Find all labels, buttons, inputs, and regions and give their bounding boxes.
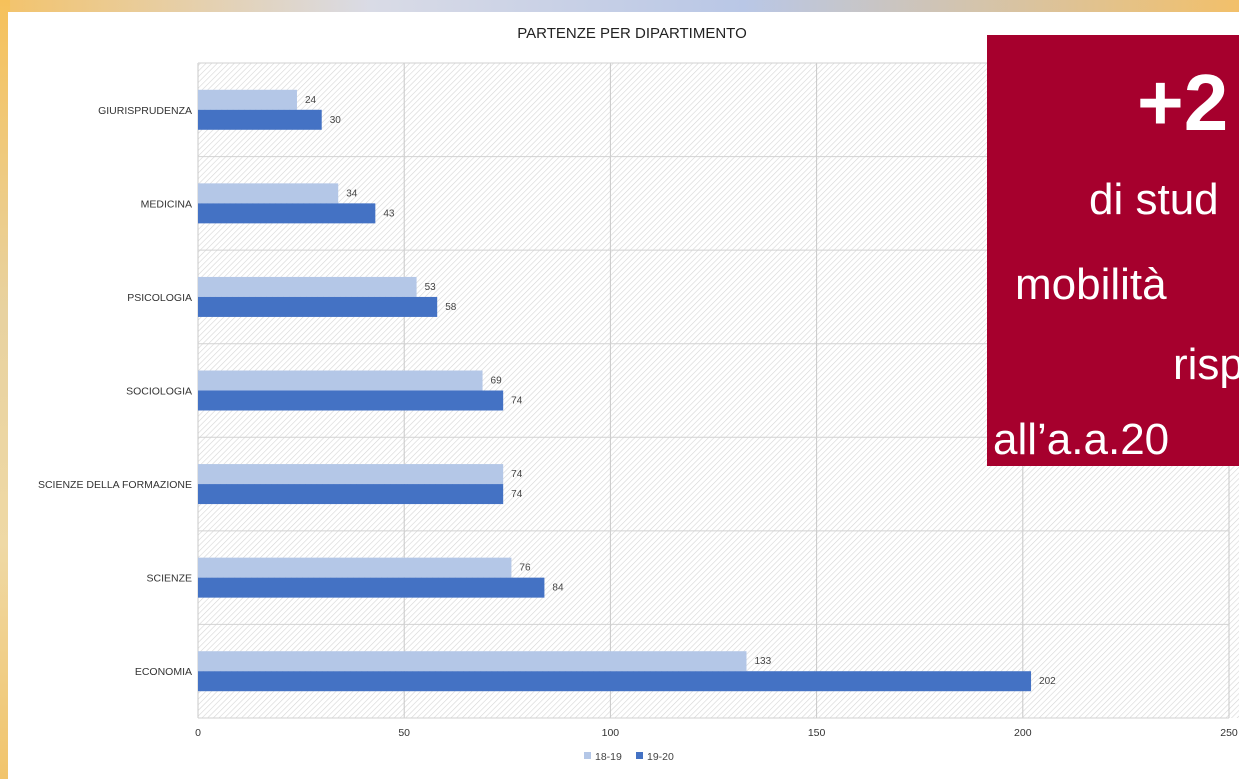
- bar-18-19-giurisprudenza: [198, 89, 297, 110]
- data-label: 76: [519, 563, 531, 574]
- x-tick-label: 50: [398, 727, 410, 739]
- callout-line-2: mobilità: [1015, 260, 1167, 309]
- data-label: 74: [511, 469, 523, 480]
- category-label: MEDICINA: [141, 198, 192, 210]
- bar-18-19-economia: [198, 651, 747, 672]
- data-label: 24: [305, 95, 317, 106]
- bar-19-20-psicologia: [198, 296, 438, 317]
- bar-18-19-scienze: [198, 557, 512, 578]
- bar-18-19-sociologia: [198, 370, 483, 391]
- x-tick-label: 0: [195, 727, 201, 739]
- data-label: 58: [445, 302, 457, 313]
- bar-19-20-scienze: [198, 577, 545, 598]
- bar-18-19-medicina: [198, 183, 339, 204]
- category-label: PSICOLOGIA: [127, 292, 192, 304]
- category-label: SCIENZE: [146, 573, 192, 585]
- background-side-strip: [0, 0, 10, 779]
- legend-swatch: [584, 752, 591, 759]
- callout-line-1: di stud: [1089, 175, 1219, 224]
- bar-19-20-sociologia: [198, 390, 504, 411]
- data-label: 133: [754, 656, 771, 667]
- chart-title: PARTENZE PER DIPARTIMENTO: [517, 25, 746, 42]
- highlight-callout: +2 di stud mobilità risp all’a.a.20: [987, 35, 1239, 466]
- bar-18-19-scienze-della-formazione: [198, 464, 504, 485]
- x-axis-ticks: 0 50 100 150 200 250: [195, 727, 1238, 739]
- callout-line-4: all’a.a.20: [993, 415, 1170, 464]
- bar-19-20-giurisprudenza: [198, 109, 322, 130]
- data-label: 74: [511, 489, 523, 500]
- data-label: 53: [425, 282, 437, 293]
- data-label: 30: [330, 115, 342, 126]
- x-tick-label: 200: [1014, 727, 1032, 739]
- data-label: 202: [1039, 676, 1056, 687]
- callout-line-3: risp: [1173, 340, 1239, 389]
- background-banner-strip: [0, 0, 1239, 14]
- legend-label: 18-19: [595, 751, 622, 763]
- category-label: ECONOMIA: [135, 666, 192, 678]
- x-tick-label: 150: [808, 727, 826, 739]
- category-labels: GIURISPRUDENZA MEDICINA PSICOLOGIA SOCIOLOG…: [38, 105, 192, 678]
- category-label: GIURISPRUDENZA: [98, 105, 192, 117]
- legend: 18-19 19-20: [584, 751, 674, 763]
- bar-18-19-psicologia: [198, 276, 417, 297]
- data-label: 34: [346, 188, 358, 199]
- bars: 24 30 34 43 53 58 69 74 74 74 76 84 133 202: [198, 89, 1056, 692]
- bar-19-20-economia: [198, 671, 1032, 692]
- callout-big-number: +2: [1137, 58, 1229, 147]
- bar-19-20-medicina: [198, 203, 376, 224]
- legend-swatch: [636, 752, 643, 759]
- bar-19-20-scienze-della-formazione: [198, 484, 504, 505]
- category-label: SCIENZE DELLA FORMAZIONE: [38, 479, 192, 491]
- category-label: SOCIOLOGIA: [126, 386, 192, 398]
- data-label: 43: [383, 208, 395, 219]
- data-label: 84: [552, 583, 564, 594]
- data-label: 74: [511, 396, 523, 407]
- data-label: 69: [491, 376, 503, 387]
- x-tick-label: 100: [602, 727, 620, 739]
- x-tick-label: 250: [1220, 727, 1238, 739]
- legend-label: 19-20: [647, 751, 674, 763]
